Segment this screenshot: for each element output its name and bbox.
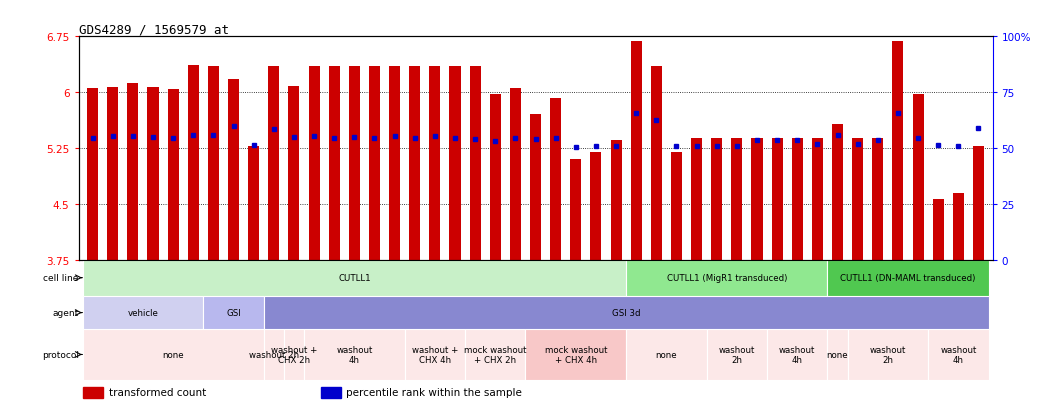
Bar xyxy=(429,67,441,260)
Bar xyxy=(752,139,762,260)
Bar xyxy=(490,95,500,260)
Text: cell line: cell line xyxy=(43,273,79,282)
Text: washout
4h: washout 4h xyxy=(779,345,816,364)
Bar xyxy=(187,65,199,260)
Bar xyxy=(651,67,662,260)
Bar xyxy=(465,330,526,380)
Text: washout
2h: washout 2h xyxy=(718,345,755,364)
Bar xyxy=(852,139,863,260)
Bar xyxy=(913,95,923,260)
Bar xyxy=(732,139,742,260)
Bar xyxy=(203,296,264,330)
Text: transformed count: transformed count xyxy=(109,387,206,397)
Bar xyxy=(369,67,380,260)
Bar xyxy=(626,260,827,296)
Bar xyxy=(449,67,461,260)
Text: GSI 3d: GSI 3d xyxy=(611,309,641,317)
Bar xyxy=(630,43,642,260)
Text: GSI: GSI xyxy=(226,309,241,317)
Bar xyxy=(128,84,138,260)
Bar xyxy=(792,139,803,260)
Bar xyxy=(248,146,260,260)
Text: none: none xyxy=(827,350,848,359)
Text: none: none xyxy=(162,350,184,359)
Text: washout
4h: washout 4h xyxy=(336,345,373,364)
Bar xyxy=(626,330,707,380)
Text: washout +
CHX 2h: washout + CHX 2h xyxy=(271,345,317,364)
Text: washout 2h: washout 2h xyxy=(249,350,298,359)
Text: none: none xyxy=(655,350,677,359)
Bar xyxy=(83,330,264,380)
Bar xyxy=(264,296,988,330)
Text: vehicle: vehicle xyxy=(128,309,158,317)
Bar xyxy=(268,67,280,260)
Text: washout
2h: washout 2h xyxy=(870,345,906,364)
Bar xyxy=(83,260,626,296)
Bar xyxy=(526,330,626,380)
Bar xyxy=(832,125,843,260)
Bar xyxy=(953,193,964,260)
Bar xyxy=(772,139,783,260)
Text: washout
4h: washout 4h xyxy=(940,345,977,364)
Bar xyxy=(550,99,561,260)
Bar xyxy=(284,330,304,380)
Bar xyxy=(228,80,239,260)
Bar xyxy=(168,90,179,260)
Bar xyxy=(409,67,420,260)
Bar xyxy=(671,152,682,260)
Bar xyxy=(510,89,521,260)
Bar xyxy=(288,87,299,260)
Bar xyxy=(470,67,481,260)
Bar xyxy=(304,330,405,380)
Bar xyxy=(405,330,465,380)
Bar xyxy=(848,330,928,380)
Bar xyxy=(309,67,319,260)
Bar xyxy=(691,139,703,260)
Text: mock washout
+ CHX 2h: mock washout + CHX 2h xyxy=(464,345,527,364)
Bar xyxy=(83,387,104,398)
Text: percentile rank within the sample: percentile rank within the sample xyxy=(347,387,522,397)
Bar xyxy=(83,296,203,330)
Bar xyxy=(811,139,823,260)
Bar xyxy=(707,330,767,380)
Bar xyxy=(767,330,827,380)
Text: agent: agent xyxy=(52,309,79,317)
Bar xyxy=(591,153,601,260)
Bar xyxy=(872,139,884,260)
Bar xyxy=(530,115,541,260)
Bar xyxy=(827,260,988,296)
Bar xyxy=(264,330,284,380)
Text: GDS4289 / 1569579_at: GDS4289 / 1569579_at xyxy=(79,23,228,36)
Bar xyxy=(320,387,341,398)
Text: CUTLL1 (MigR1 transduced): CUTLL1 (MigR1 transduced) xyxy=(667,273,787,282)
Text: CUTLL1 (DN-MAML transduced): CUTLL1 (DN-MAML transduced) xyxy=(841,273,976,282)
Bar xyxy=(87,89,98,260)
Bar xyxy=(148,88,158,260)
Bar xyxy=(892,43,904,260)
Bar xyxy=(349,67,360,260)
Bar xyxy=(827,330,848,380)
Bar xyxy=(928,330,988,380)
Text: CUTLL1: CUTLL1 xyxy=(338,273,371,282)
Bar xyxy=(389,67,400,260)
Bar xyxy=(329,67,339,260)
Bar xyxy=(571,160,581,260)
Bar xyxy=(711,139,722,260)
Bar xyxy=(107,88,118,260)
Bar xyxy=(610,140,622,260)
Text: protocol: protocol xyxy=(42,350,79,359)
Bar xyxy=(973,147,984,260)
Bar xyxy=(933,199,943,260)
Bar xyxy=(208,67,219,260)
Text: washout +
CHX 4h: washout + CHX 4h xyxy=(411,345,459,364)
Text: mock washout
+ CHX 4h: mock washout + CHX 4h xyxy=(544,345,607,364)
